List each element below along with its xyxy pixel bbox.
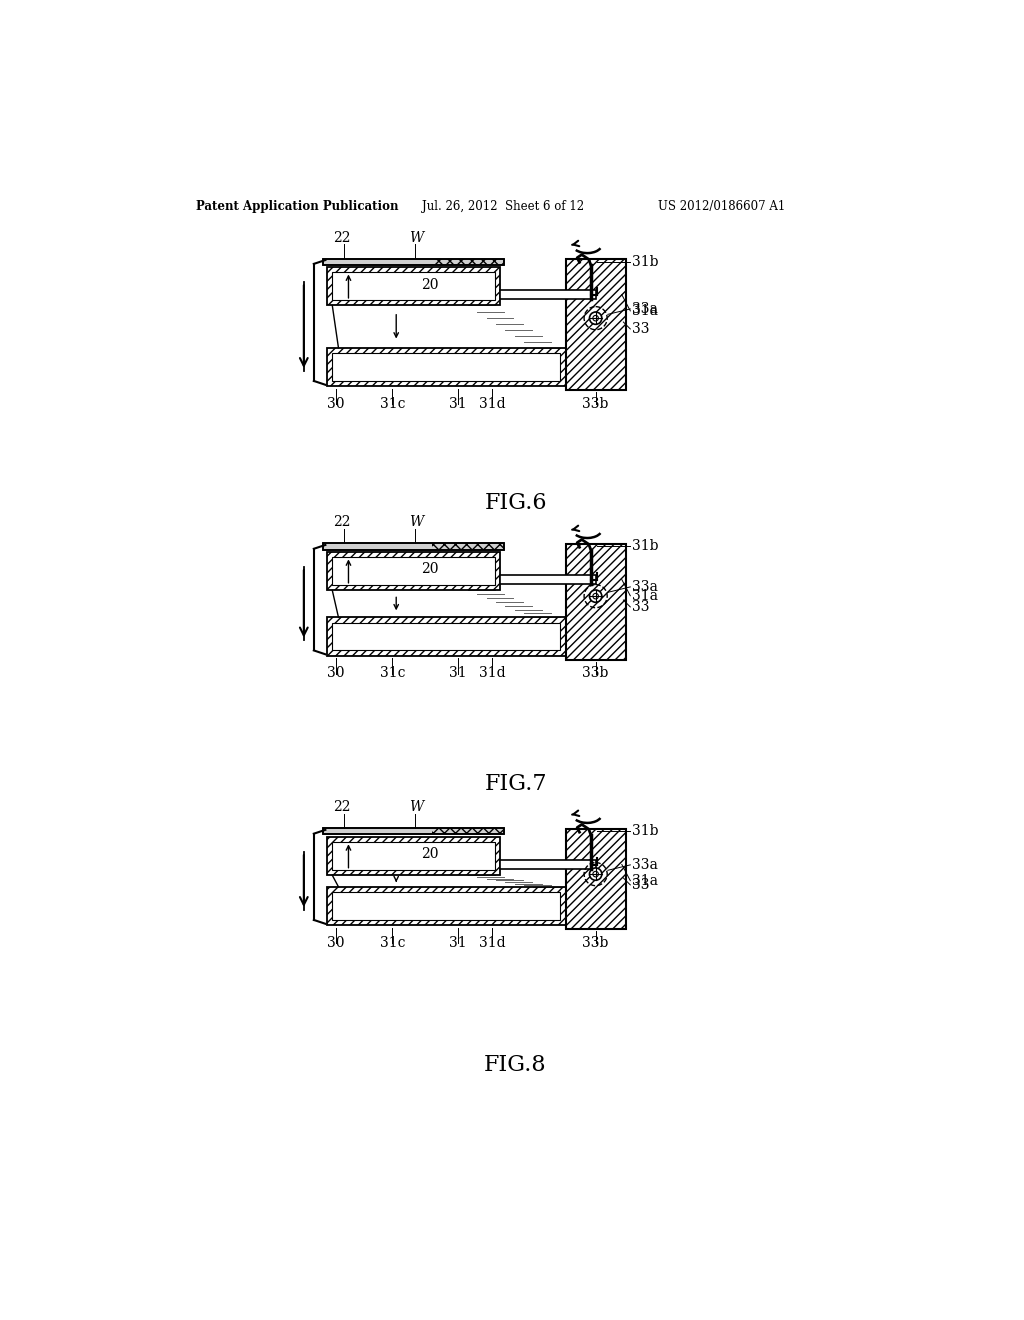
Text: FIG.6: FIG.6 [484, 491, 547, 513]
Bar [323, 544, 504, 549]
Text: 30: 30 [328, 397, 345, 411]
Bar [323, 829, 504, 834]
Text: 33b: 33b [583, 667, 609, 680]
Bar [565, 829, 626, 929]
Circle shape [590, 590, 602, 602]
Text: 33b: 33b [583, 936, 609, 950]
Text: 31: 31 [449, 397, 467, 411]
Bar [333, 557, 495, 585]
Bar [333, 354, 560, 381]
Bar [333, 623, 560, 651]
Text: 20: 20 [421, 562, 438, 577]
Text: W: W [410, 800, 424, 814]
Bar [327, 348, 565, 387]
Text: 33: 33 [632, 322, 649, 337]
Bar [327, 618, 565, 656]
Bar [500, 576, 596, 585]
Bar [500, 290, 596, 300]
Text: 31c: 31c [380, 397, 406, 411]
Bar [565, 829, 626, 929]
Text: 33: 33 [632, 878, 649, 892]
Text: FIG.7: FIG.7 [484, 772, 547, 795]
Circle shape [590, 869, 602, 880]
Text: FIG.8: FIG.8 [484, 1055, 547, 1077]
Bar [432, 259, 504, 264]
Text: 30: 30 [328, 667, 345, 680]
Circle shape [593, 871, 598, 876]
Bar [327, 887, 565, 925]
Text: 31a: 31a [632, 589, 657, 603]
Text: 22: 22 [333, 516, 350, 529]
Bar [565, 259, 626, 391]
Text: 33b: 33b [583, 397, 609, 411]
Bar [333, 842, 495, 870]
Bar [333, 272, 495, 300]
Bar [500, 859, 596, 869]
Bar [432, 829, 504, 834]
Bar [327, 552, 500, 590]
Bar [565, 544, 626, 660]
Bar [327, 267, 500, 305]
Text: 30: 30 [328, 936, 345, 950]
Text: Patent Application Publication: Patent Application Publication [196, 199, 398, 213]
Text: 31b: 31b [632, 255, 658, 268]
Bar [565, 259, 626, 391]
Text: 31b: 31b [632, 825, 658, 838]
Bar [327, 348, 565, 387]
Text: 31: 31 [449, 667, 467, 680]
Text: 31d: 31d [479, 936, 506, 950]
Bar [323, 544, 504, 549]
Text: 31a: 31a [632, 874, 657, 887]
Bar [327, 887, 565, 925]
Bar [333, 892, 560, 920]
Text: 20: 20 [421, 277, 438, 292]
Text: Jul. 26, 2012  Sheet 6 of 12: Jul. 26, 2012 Sheet 6 of 12 [422, 199, 584, 213]
Text: 31a: 31a [632, 304, 657, 318]
Text: 22: 22 [333, 231, 350, 244]
Text: 31d: 31d [479, 667, 506, 680]
Text: 33a: 33a [632, 858, 657, 873]
Text: 33: 33 [632, 599, 649, 614]
Text: 33a: 33a [632, 302, 657, 315]
Text: 22: 22 [333, 800, 350, 814]
Bar [327, 837, 500, 875]
Text: W: W [410, 516, 424, 529]
Bar [432, 544, 504, 549]
Text: 31d: 31d [479, 397, 506, 411]
Text: 20: 20 [421, 847, 438, 862]
Circle shape [590, 312, 602, 325]
Bar [327, 837, 500, 875]
Text: 31: 31 [449, 936, 467, 950]
Bar [323, 259, 504, 264]
Bar [327, 618, 565, 656]
Bar [323, 829, 504, 834]
Circle shape [593, 594, 598, 599]
Bar [323, 259, 504, 264]
Circle shape [593, 315, 598, 321]
Text: 31c: 31c [380, 667, 406, 680]
Text: W: W [410, 231, 424, 244]
Text: 31b: 31b [632, 540, 658, 553]
Bar [327, 552, 500, 590]
Bar [565, 544, 626, 660]
Text: US 2012/0186607 A1: US 2012/0186607 A1 [658, 199, 785, 213]
Text: 31c: 31c [380, 936, 406, 950]
Bar [327, 267, 500, 305]
Text: 33a: 33a [632, 579, 657, 594]
